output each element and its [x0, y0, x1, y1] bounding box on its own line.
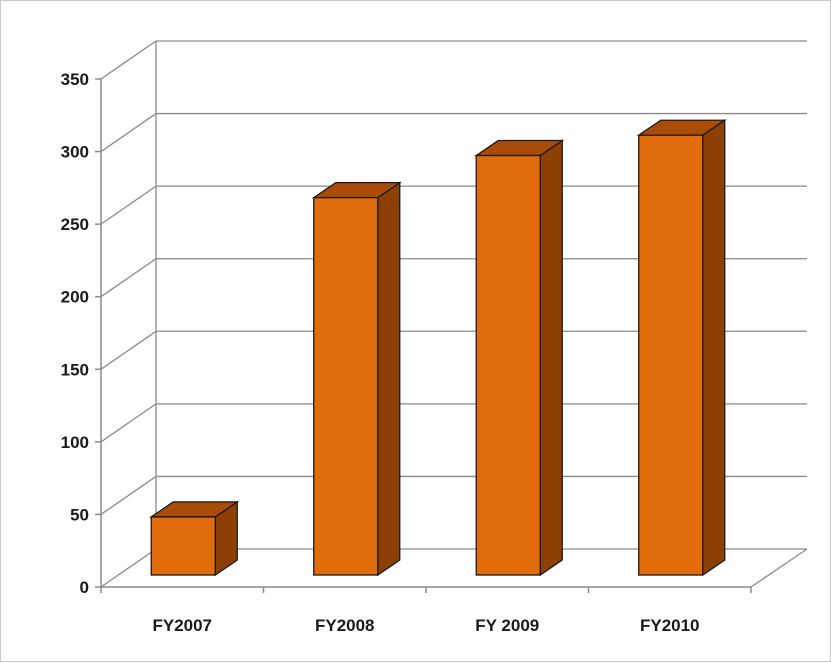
- bar-front: [638, 134, 704, 576]
- gridline-side: [100, 40, 157, 80]
- x-axis-category-labels: FY2007 FY2008 FY 2009 FY2010: [152, 616, 699, 635]
- y-tick-label: 250: [61, 215, 89, 234]
- bar-side: [377, 181, 401, 577]
- bars: [149, 118, 727, 577]
- bar-front: [475, 154, 541, 576]
- x-category-label: FY 2009: [475, 616, 539, 635]
- y-tick-label: 350: [61, 70, 89, 89]
- bar: [474, 139, 565, 577]
- floor-left-edge: [100, 548, 157, 588]
- bar: [311, 181, 402, 577]
- gridline-side: [100, 403, 157, 443]
- x-category-label: FY2010: [640, 616, 700, 635]
- floor-right-edge: [750, 548, 808, 588]
- bar: [149, 500, 240, 577]
- gridline-side: [100, 330, 157, 370]
- bar-side: [702, 118, 726, 577]
- y-tick-label: 300: [61, 143, 89, 162]
- bar-front: [150, 516, 216, 576]
- bar-front: [313, 196, 379, 576]
- gridline-side: [100, 475, 157, 515]
- y-tick-label: 150: [61, 360, 89, 379]
- y-tick-label: 50: [70, 505, 89, 524]
- y-axis-tick-labels: 0 50 100 150 200 250 300 350: [61, 70, 89, 597]
- gridline-side: [100, 185, 157, 225]
- y-tick-label: 200: [61, 288, 89, 307]
- x-category-label: FY2007: [152, 616, 212, 635]
- bar-side: [539, 139, 563, 577]
- y-tick-label: 100: [61, 433, 89, 452]
- gridline-side: [100, 113, 157, 153]
- x-category-label: FY2008: [315, 616, 375, 635]
- gridline-side: [100, 258, 157, 298]
- y-tick-label: 0: [80, 578, 89, 597]
- bar: [636, 118, 727, 577]
